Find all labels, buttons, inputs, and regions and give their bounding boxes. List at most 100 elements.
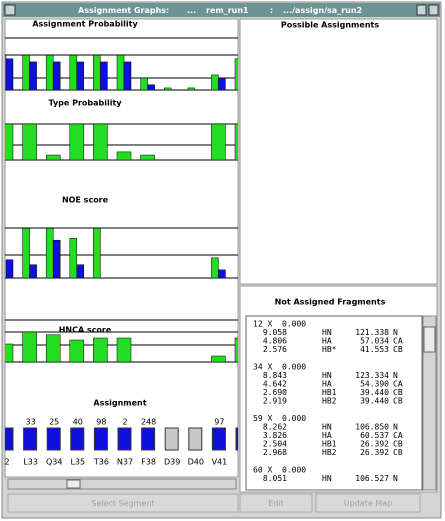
- atom-type: N: [393, 328, 398, 337]
- atom: HN: [322, 423, 332, 432]
- fragment-id: 60 X: [253, 466, 272, 475]
- shift: 2.576: [263, 345, 287, 354]
- fragment-id: 34 X: [253, 363, 272, 372]
- graphs: Assignment Probability Type Probability NO…: [0, 20, 249, 467]
- title-part: Assignment Graphs:: [78, 6, 169, 15]
- residue-box[interactable]: [235, 427, 249, 451]
- bar: [45, 334, 61, 363]
- atom-type: CB: [393, 440, 403, 449]
- shift: 60.537: [360, 431, 389, 440]
- residue-label: T36: [93, 458, 109, 467]
- residue-box[interactable]: [211, 427, 226, 451]
- bar: [140, 77, 148, 91]
- bar: [116, 337, 132, 363]
- bar: [218, 77, 226, 91]
- bar: [69, 238, 78, 279]
- bar: [45, 154, 61, 161]
- atom: HB*: [322, 345, 337, 354]
- button-label: Update Map: [344, 499, 392, 508]
- scrollbar[interactable]: [422, 315, 437, 491]
- bar: [211, 257, 219, 279]
- atom-type: CA: [393, 431, 403, 440]
- bar: [52, 61, 61, 91]
- residue-label: 2: [4, 458, 9, 467]
- menu-button[interactable]: [4, 4, 16, 16]
- bar: [100, 61, 108, 91]
- residue-box[interactable]: [164, 427, 179, 451]
- graph-title: HNCA score: [59, 326, 112, 335]
- bar: [211, 74, 219, 91]
- residue-box[interactable]: [46, 427, 61, 451]
- shift: 121.338: [355, 328, 389, 337]
- scroll-thumb[interactable]: [423, 326, 436, 353]
- fragment-id: 12 X: [253, 320, 272, 329]
- atom: HA: [322, 337, 332, 346]
- bar: [5, 259, 14, 279]
- shift: 39.440: [360, 388, 389, 397]
- shift: 54.390: [360, 380, 389, 389]
- bar: [187, 87, 196, 91]
- shift: 26.392: [360, 448, 389, 457]
- bar: [93, 54, 101, 91]
- h-scrollbar[interactable]: [7, 478, 237, 490]
- residue-label: L33: [23, 458, 38, 467]
- residue-box[interactable]: [117, 427, 132, 451]
- residue-box[interactable]: [188, 427, 203, 451]
- assignment-title: Assignment: [93, 399, 146, 408]
- button[interactable]: [7, 493, 239, 513]
- minimize-button[interactable]: [416, 4, 427, 16]
- bar: [5, 58, 14, 91]
- title-part: :: [270, 6, 273, 15]
- residue-box[interactable]: [23, 427, 38, 451]
- button[interactable]: [315, 493, 421, 513]
- scroll-thumb[interactable]: [66, 479, 81, 489]
- bar: [22, 54, 30, 91]
- atom-type: CA: [393, 337, 403, 346]
- residue-box[interactable]: [141, 427, 156, 451]
- bar: [69, 123, 85, 161]
- button-label: Edit: [268, 499, 284, 508]
- title-part: rem_run1: [206, 6, 249, 15]
- atom: HB1: [322, 388, 337, 397]
- title-part: .../assign/sa_run2: [283, 6, 362, 15]
- bar: [45, 54, 54, 91]
- residue-box[interactable]: [93, 427, 108, 451]
- shift: 2.504: [263, 440, 287, 449]
- fragments-list[interactable]: [245, 315, 423, 491]
- panel-title: Possible Assignments: [281, 21, 379, 30]
- bar: [29, 264, 37, 279]
- bar: [234, 58, 238, 91]
- residue-box[interactable]: [0, 427, 14, 451]
- bar: [5, 123, 14, 161]
- graph-title: NOE score: [62, 196, 109, 205]
- possible-assignments-panel: [239, 18, 438, 285]
- atom: HN: [322, 474, 332, 483]
- shift: 106.850: [355, 423, 389, 432]
- bar: [140, 154, 155, 161]
- shift: 26.392: [360, 440, 389, 449]
- fragment-score: 0.000: [282, 414, 306, 423]
- atom-type: CB: [393, 388, 403, 397]
- maximize-button[interactable]: [428, 4, 439, 16]
- window-title: Assignment Graphs:... rem_run1: .../assign…: [78, 6, 362, 15]
- residue-label: D39: [164, 458, 180, 467]
- fragment-id: 59 X: [253, 414, 272, 423]
- bar: [116, 54, 125, 91]
- bar: [234, 337, 238, 363]
- buttons: Select Segment Edit Update Map: [7, 493, 421, 513]
- atom: HB2: [322, 397, 337, 406]
- atom-type: N: [393, 423, 398, 432]
- fragment-score: 0.000: [282, 320, 306, 329]
- count-label: 33: [26, 418, 36, 427]
- residue-label: F38: [141, 458, 156, 467]
- residue-box[interactable]: [70, 427, 85, 451]
- bar: [5, 343, 14, 363]
- residue-label: V41: [212, 458, 228, 467]
- title-part: ...: [187, 6, 196, 15]
- bar: [93, 227, 101, 279]
- shift: 4.642: [263, 380, 287, 389]
- button[interactable]: [239, 493, 313, 513]
- bar: [123, 61, 132, 91]
- bar: [163, 87, 172, 91]
